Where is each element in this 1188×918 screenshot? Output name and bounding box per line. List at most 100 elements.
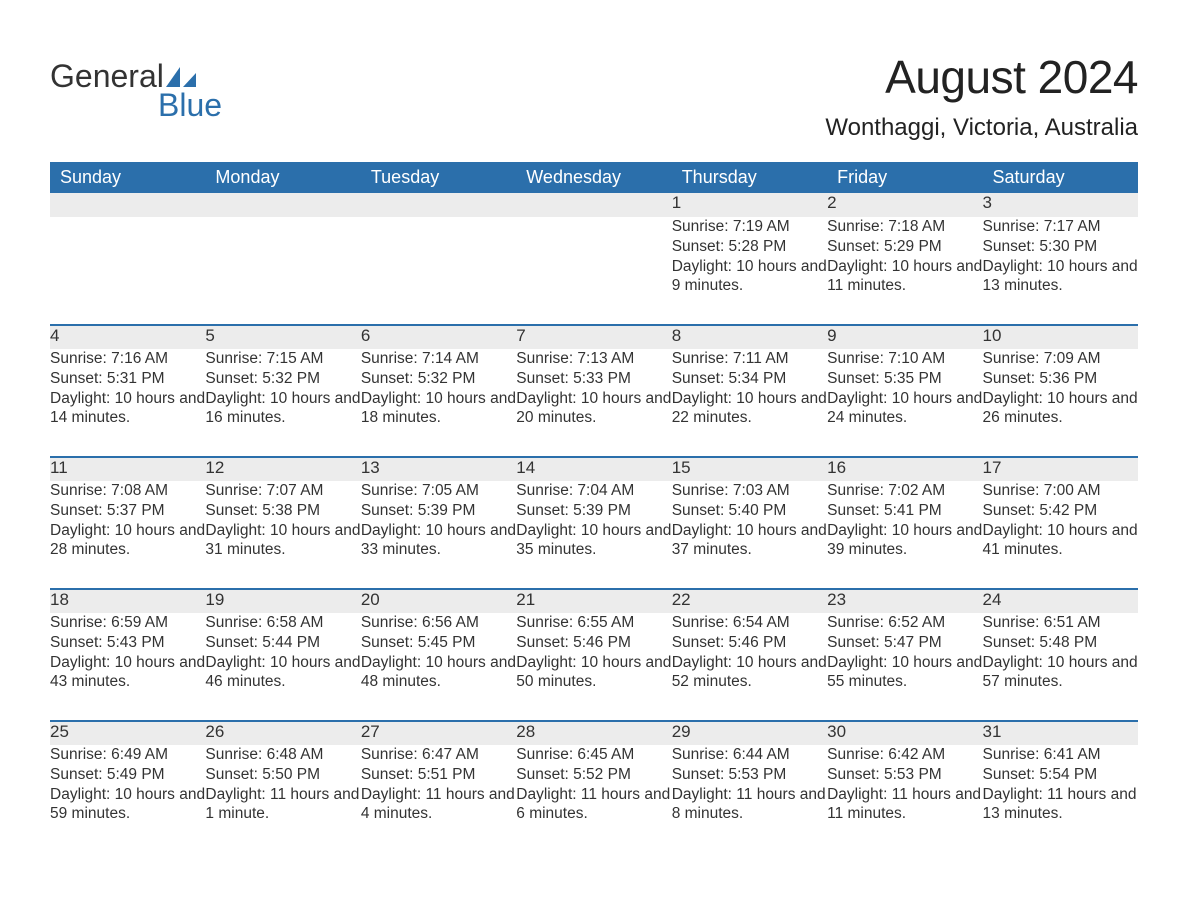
- day-number: 29: [672, 721, 827, 745]
- day-detail: Sunrise: 7:11 AMSunset: 5:34 PMDaylight:…: [672, 349, 827, 457]
- day-detail: Sunrise: 6:48 AMSunset: 5:50 PMDaylight:…: [205, 745, 360, 853]
- sunrise-line: Sunrise: 7:02 AM: [827, 481, 982, 501]
- daylight-line: Daylight: 10 hours and 37 minutes.: [672, 521, 827, 561]
- day-number: 23: [827, 589, 982, 613]
- daylight-line: Daylight: 10 hours and 13 minutes.: [983, 257, 1138, 297]
- weekday-header: Thursday: [672, 162, 827, 193]
- day-detail: Sunrise: 7:17 AMSunset: 5:30 PMDaylight:…: [983, 217, 1138, 325]
- location: Wonthaggi, Victoria, Australia: [825, 114, 1138, 142]
- sunrise-line: Sunrise: 7:09 AM: [983, 349, 1138, 369]
- day-number: 11: [50, 457, 205, 481]
- sunrise-line: Sunrise: 7:05 AM: [361, 481, 516, 501]
- daylight-line: Daylight: 11 hours and 8 minutes.: [672, 785, 827, 825]
- sunrise-line: Sunrise: 6:59 AM: [50, 613, 205, 633]
- day-number: 5: [205, 325, 360, 349]
- sunset-line: Sunset: 5:47 PM: [827, 633, 982, 653]
- day-number: 19: [205, 589, 360, 613]
- day-number: 28: [516, 721, 671, 745]
- weekday-header: Saturday: [983, 162, 1138, 193]
- daylight-line: Daylight: 10 hours and 33 minutes.: [361, 521, 516, 561]
- daylight-line: Daylight: 10 hours and 28 minutes.: [50, 521, 205, 561]
- sunset-line: Sunset: 5:42 PM: [983, 501, 1138, 521]
- sunset-line: Sunset: 5:53 PM: [672, 765, 827, 785]
- day-number: 16: [827, 457, 982, 481]
- sunset-line: Sunset: 5:29 PM: [827, 237, 982, 257]
- weekday-header-row: Sunday Monday Tuesday Wednesday Thursday…: [50, 162, 1138, 193]
- sunset-line: Sunset: 5:32 PM: [205, 369, 360, 389]
- sunset-line: Sunset: 5:39 PM: [516, 501, 671, 521]
- logo: General Blue: [50, 58, 222, 124]
- daylight-line: Daylight: 10 hours and 22 minutes.: [672, 389, 827, 429]
- sunrise-line: Sunrise: 7:17 AM: [983, 217, 1138, 237]
- day-number: 4: [50, 325, 205, 349]
- day-number: 18: [50, 589, 205, 613]
- daylight-line: Daylight: 10 hours and 31 minutes.: [205, 521, 360, 561]
- logo-word1: General: [50, 58, 164, 95]
- day-number: [50, 193, 205, 217]
- day-detail: Sunrise: 7:05 AMSunset: 5:39 PMDaylight:…: [361, 481, 516, 589]
- day-number: 31: [983, 721, 1138, 745]
- daylight-line: Daylight: 10 hours and 16 minutes.: [205, 389, 360, 429]
- weekday-header: Tuesday: [361, 162, 516, 193]
- daylight-line: Daylight: 10 hours and 52 minutes.: [672, 653, 827, 693]
- daylight-line: Daylight: 10 hours and 48 minutes.: [361, 653, 516, 693]
- detail-row: Sunrise: 7:08 AMSunset: 5:37 PMDaylight:…: [50, 481, 1138, 589]
- daylight-line: Daylight: 10 hours and 24 minutes.: [827, 389, 982, 429]
- weekday-header: Wednesday: [516, 162, 671, 193]
- day-detail: [205, 217, 360, 325]
- daynum-row: 18192021222324: [50, 589, 1138, 613]
- sunset-line: Sunset: 5:39 PM: [361, 501, 516, 521]
- sunset-line: Sunset: 5:28 PM: [672, 237, 827, 257]
- day-number: 1: [672, 193, 827, 217]
- weekday-header: Sunday: [50, 162, 205, 193]
- sunset-line: Sunset: 5:46 PM: [516, 633, 671, 653]
- day-number: 15: [672, 457, 827, 481]
- day-detail: Sunrise: 7:13 AMSunset: 5:33 PMDaylight:…: [516, 349, 671, 457]
- sunset-line: Sunset: 5:33 PM: [516, 369, 671, 389]
- day-number: 17: [983, 457, 1138, 481]
- sunset-line: Sunset: 5:36 PM: [983, 369, 1138, 389]
- day-number: 2: [827, 193, 982, 217]
- sunrise-line: Sunrise: 6:44 AM: [672, 745, 827, 765]
- sunset-line: Sunset: 5:50 PM: [205, 765, 360, 785]
- sunrise-line: Sunrise: 7:08 AM: [50, 481, 205, 501]
- day-number: [516, 193, 671, 217]
- daynum-row: 25262728293031: [50, 721, 1138, 745]
- weekday-header: Monday: [205, 162, 360, 193]
- day-detail: Sunrise: 7:19 AMSunset: 5:28 PMDaylight:…: [672, 217, 827, 325]
- page-title: August 2024: [825, 50, 1138, 104]
- day-detail: Sunrise: 6:47 AMSunset: 5:51 PMDaylight:…: [361, 745, 516, 853]
- day-detail: Sunrise: 7:08 AMSunset: 5:37 PMDaylight:…: [50, 481, 205, 589]
- sunrise-line: Sunrise: 7:19 AM: [672, 217, 827, 237]
- sunset-line: Sunset: 5:45 PM: [361, 633, 516, 653]
- detail-row: Sunrise: 7:19 AMSunset: 5:28 PMDaylight:…: [50, 217, 1138, 325]
- daynum-row: 123: [50, 193, 1138, 217]
- day-detail: Sunrise: 7:07 AMSunset: 5:38 PMDaylight:…: [205, 481, 360, 589]
- sunset-line: Sunset: 5:44 PM: [205, 633, 360, 653]
- daylight-line: Daylight: 10 hours and 41 minutes.: [983, 521, 1138, 561]
- sunset-line: Sunset: 5:32 PM: [361, 369, 516, 389]
- day-number: 6: [361, 325, 516, 349]
- sunrise-line: Sunrise: 7:11 AM: [672, 349, 827, 369]
- detail-row: Sunrise: 7:16 AMSunset: 5:31 PMDaylight:…: [50, 349, 1138, 457]
- day-number: 27: [361, 721, 516, 745]
- sunrise-line: Sunrise: 6:41 AM: [983, 745, 1138, 765]
- day-number: 8: [672, 325, 827, 349]
- sunrise-line: Sunrise: 6:56 AM: [361, 613, 516, 633]
- day-number: 3: [983, 193, 1138, 217]
- day-detail: Sunrise: 7:15 AMSunset: 5:32 PMDaylight:…: [205, 349, 360, 457]
- sunset-line: Sunset: 5:43 PM: [50, 633, 205, 653]
- sunrise-line: Sunrise: 7:14 AM: [361, 349, 516, 369]
- daylight-line: Daylight: 10 hours and 46 minutes.: [205, 653, 360, 693]
- day-number: 21: [516, 589, 671, 613]
- sunrise-line: Sunrise: 7:03 AM: [672, 481, 827, 501]
- day-detail: Sunrise: 6:51 AMSunset: 5:48 PMDaylight:…: [983, 613, 1138, 721]
- day-number: [205, 193, 360, 217]
- daylight-line: Daylight: 10 hours and 9 minutes.: [672, 257, 827, 297]
- day-detail: Sunrise: 7:10 AMSunset: 5:35 PMDaylight:…: [827, 349, 982, 457]
- daylight-line: Daylight: 11 hours and 4 minutes.: [361, 785, 516, 825]
- sunrise-line: Sunrise: 6:52 AM: [827, 613, 982, 633]
- sunrise-line: Sunrise: 6:45 AM: [516, 745, 671, 765]
- day-number: 24: [983, 589, 1138, 613]
- day-detail: Sunrise: 7:09 AMSunset: 5:36 PMDaylight:…: [983, 349, 1138, 457]
